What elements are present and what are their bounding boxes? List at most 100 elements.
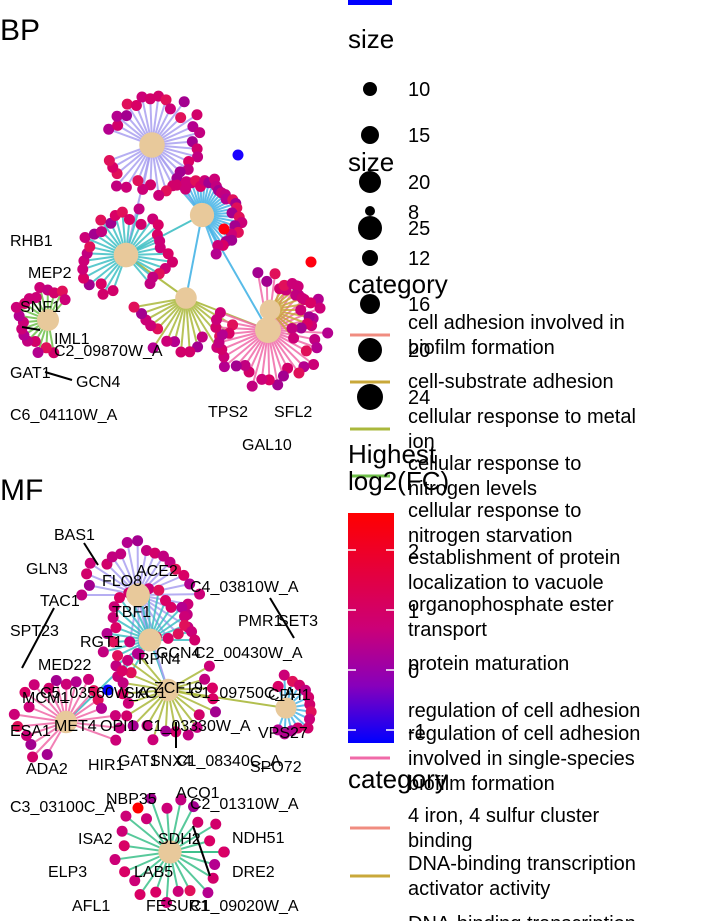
legend-fc-title-line1: Highest xyxy=(348,439,437,469)
gene-node xyxy=(308,359,320,371)
gene-label: C2_01310W_A xyxy=(190,796,299,813)
gene-node xyxy=(109,710,121,722)
legend: size 10 15 20 25 size 8 12 16 20 24 cate… xyxy=(348,0,640,921)
category-hub-node xyxy=(259,299,281,321)
gene-node xyxy=(210,248,222,260)
gene-node xyxy=(43,682,55,694)
gene-node xyxy=(84,557,96,569)
gene-label: TAC1 xyxy=(40,593,80,610)
gene-node xyxy=(125,667,137,679)
gene-node xyxy=(50,674,62,686)
gene-node xyxy=(95,702,107,714)
gene-node xyxy=(123,213,135,225)
gene-label: VPS27 xyxy=(258,725,308,742)
gene-label: NDH51 xyxy=(232,830,285,847)
gene-node xyxy=(172,628,184,640)
gene-node xyxy=(193,709,205,721)
gene-label: C1_09020W_A xyxy=(190,898,299,915)
category-legend: cell adhesion involved in biofilm formati… xyxy=(350,312,640,795)
gene-node xyxy=(83,673,95,685)
gene-node xyxy=(127,720,139,732)
legend-category-label: organophosphate ester transport xyxy=(408,594,614,641)
hub-link-edge xyxy=(185,214,203,299)
gene-node xyxy=(107,611,119,623)
gene-node xyxy=(56,285,68,297)
gene-node xyxy=(204,835,216,847)
gene-label: C4_03810W_A xyxy=(190,579,299,596)
legend-size2-dot xyxy=(365,206,375,216)
gene-node xyxy=(118,840,130,852)
legend-size2-title: size xyxy=(348,147,394,177)
gene-node xyxy=(212,239,224,251)
gene-node-highlight xyxy=(218,223,230,235)
legend-size-dot xyxy=(359,171,381,193)
gene-label: DRE2 xyxy=(232,864,275,881)
gene-node xyxy=(122,697,134,709)
gene-label: SPO72 xyxy=(250,759,302,776)
gene-label: ACO1 xyxy=(176,785,220,802)
gene-node xyxy=(70,676,82,688)
gene-node xyxy=(186,626,198,638)
legend-size2-dot xyxy=(358,338,382,362)
gene-node xyxy=(144,278,156,290)
gene-node xyxy=(141,720,153,732)
legend-size2-label: 24 xyxy=(408,387,430,409)
legend-category-title: category xyxy=(348,269,448,299)
gene-label: C5_03560W_A xyxy=(40,685,149,702)
gene-node xyxy=(286,322,298,334)
gene-node xyxy=(140,544,152,556)
gene-label: SET3 xyxy=(278,613,318,630)
gene-node xyxy=(147,342,159,354)
gene-node xyxy=(110,734,122,746)
gene-node xyxy=(210,818,222,830)
legend-category2-title: category xyxy=(348,764,448,794)
gene-node xyxy=(194,588,206,600)
legend-size2-label: 12 xyxy=(408,248,430,270)
gene-node xyxy=(183,156,195,168)
gene-label: C1_08340C_A xyxy=(176,753,281,770)
legend-category-label: 4 iron, 4 sulfur cluster binding xyxy=(408,805,600,852)
legend-category-label: protein maturation xyxy=(408,653,569,675)
gene-node xyxy=(192,816,204,828)
gene-node xyxy=(311,342,323,354)
gene-node xyxy=(114,722,126,734)
gene-node xyxy=(145,792,157,804)
gene-node xyxy=(108,636,120,648)
gene-label: OPI1 xyxy=(100,718,137,735)
legend-size-dot xyxy=(358,216,382,240)
gene-node xyxy=(121,537,133,549)
gene-node xyxy=(114,592,126,604)
gene-node xyxy=(121,98,133,110)
gene-node xyxy=(154,242,166,254)
gene-node xyxy=(59,294,71,306)
gene-node xyxy=(131,648,143,660)
legend-fc-title-line2: log2(FC) xyxy=(348,466,449,496)
gene-node xyxy=(136,308,148,320)
gene-node xyxy=(293,367,305,379)
legend-category-label: cellular response to nitrogen levels xyxy=(408,453,581,500)
gene-node xyxy=(81,568,93,580)
gene-node xyxy=(272,379,284,391)
gene-node xyxy=(122,654,134,666)
gene-node xyxy=(288,332,300,344)
gene-label: GCN4 xyxy=(156,645,201,662)
gene-node xyxy=(171,179,183,191)
legend-fc-tick: 1 xyxy=(408,601,419,623)
gene-node xyxy=(32,347,44,359)
gene-label: TPS2 xyxy=(208,404,248,421)
gene-label: FESUR1 xyxy=(146,898,209,915)
gene-node xyxy=(191,721,203,733)
gene-node xyxy=(305,297,317,309)
gene-label: RHB1 xyxy=(10,233,53,250)
gene-node xyxy=(117,688,129,700)
gene-label: AFL1 xyxy=(72,898,110,915)
gene-node xyxy=(292,280,304,292)
gene-node xyxy=(137,183,149,195)
gene-node xyxy=(170,563,182,575)
gene-node xyxy=(84,241,96,253)
gene-node xyxy=(21,730,33,742)
legend-category-label: DNA-binding transcription activator activ… xyxy=(408,853,636,900)
gene-node xyxy=(83,579,95,591)
category-hub-node xyxy=(158,840,182,864)
legend-size2-dot xyxy=(357,384,383,410)
